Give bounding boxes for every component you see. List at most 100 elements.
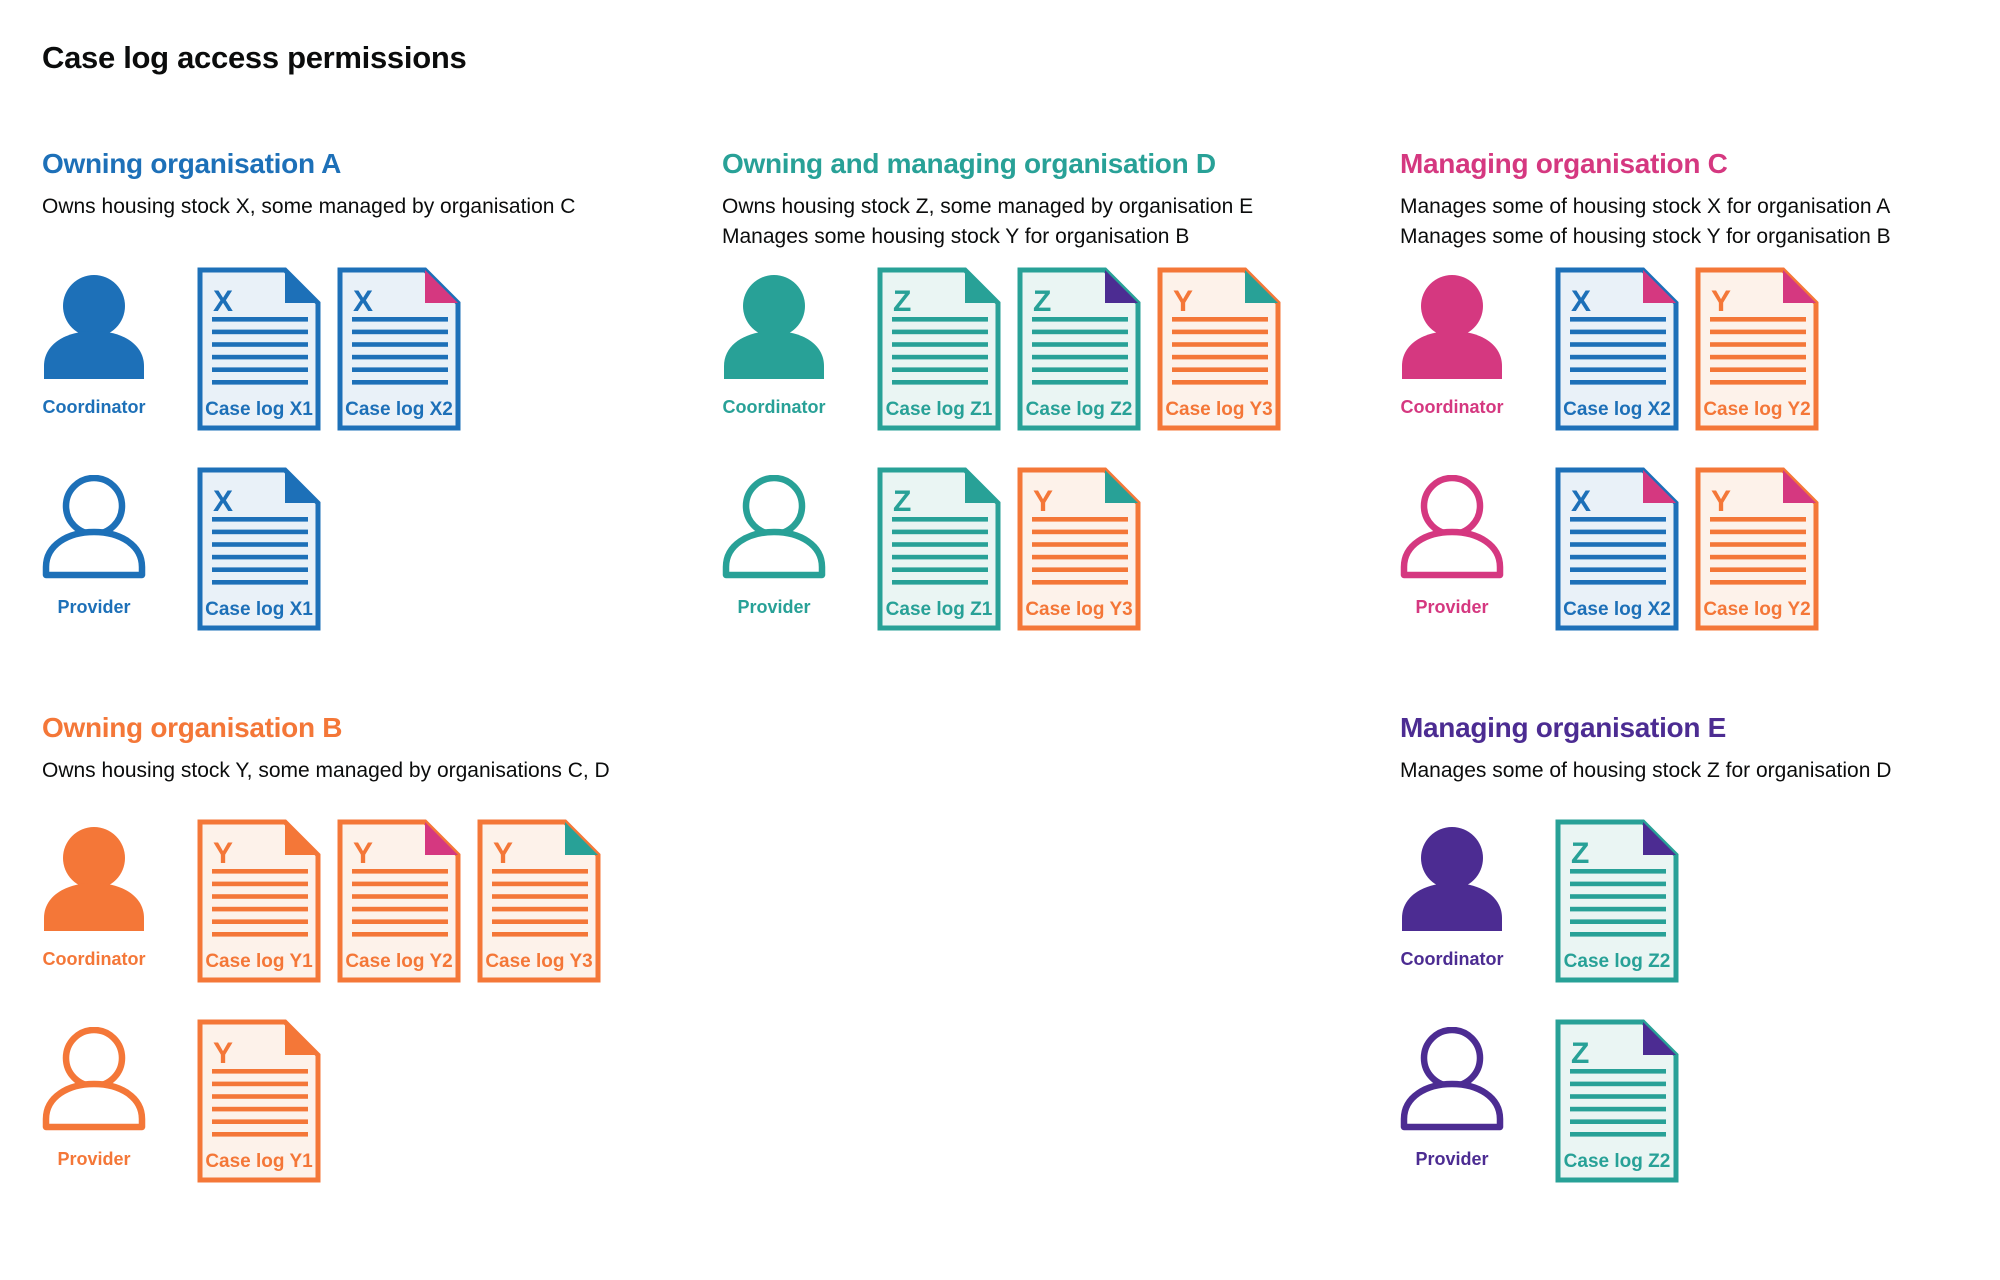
folded-corner-icon xyxy=(1105,270,1138,303)
case-log-document: Z Case log Z2 xyxy=(1555,1019,1679,1183)
doc-letter: Y xyxy=(353,837,373,870)
doc-letter: X xyxy=(353,285,373,318)
role-label: Coordinator xyxy=(1400,949,1504,969)
person-filled-icon xyxy=(1402,827,1502,931)
folded-corner-icon xyxy=(285,822,318,855)
case-log-document: X Case log X1 xyxy=(197,467,321,631)
folded-corner-icon xyxy=(1783,270,1816,303)
document-outline xyxy=(337,819,461,983)
section-owning-organisation-a: Owning organisation A Owns housing stock … xyxy=(42,148,682,648)
folded-corner-icon xyxy=(285,270,318,303)
doc-text-lines xyxy=(1710,317,1806,385)
case-log-document: Y Case log Y3 xyxy=(1017,467,1141,631)
doc-letter: Y xyxy=(1711,485,1731,518)
provider-row: Provider X Case log X1 xyxy=(42,467,682,631)
section-description: Manages some of housing stock X for orga… xyxy=(1400,192,1891,252)
section-description-line: Manages some of housing stock Z for orga… xyxy=(1400,759,1892,782)
section-description-line: Owns housing stock Y, some managed by or… xyxy=(42,759,610,782)
doc-label: Case log Y2 xyxy=(345,951,452,972)
section-description-line: Manages some housing stock Y for organis… xyxy=(722,225,1190,248)
doc-text-lines xyxy=(1570,869,1666,937)
section-description: Manages some of housing stock Z for orga… xyxy=(1400,756,1891,786)
doc-label: Case log Y3 xyxy=(485,951,592,972)
person-outline-icon xyxy=(42,475,146,579)
document-outline xyxy=(1555,267,1679,431)
provider-row: Provider Y Case log Y1 xyxy=(42,1019,682,1183)
case-log-document: Y Case log Y2 xyxy=(1695,467,1819,631)
case-log-document: Y Case log Y3 xyxy=(477,819,601,983)
section-managing-organisation-c: Managing organisation C Manages some of h… xyxy=(1400,148,2000,648)
section-description-line: Owns housing stock X, some managed by or… xyxy=(42,195,576,218)
document-outline xyxy=(1695,267,1819,431)
doc-text-lines xyxy=(1570,1069,1666,1137)
document-outline xyxy=(1695,467,1819,631)
role-label: Coordinator xyxy=(42,949,146,969)
doc-text-lines xyxy=(1710,517,1806,585)
doc-label: Case log X2 xyxy=(345,399,453,420)
role-label: Provider xyxy=(1415,597,1489,617)
doc-text-lines xyxy=(212,517,308,585)
doc-letter: Y xyxy=(1711,285,1731,318)
case-log-document: Y Case log Y1 xyxy=(197,819,321,983)
doc-letter: Z xyxy=(1571,837,1589,870)
coordinator-row: Coordinator X Case log X1 X Case log X2 xyxy=(42,267,682,431)
doc-text-lines xyxy=(212,869,308,937)
role-label: Provider xyxy=(1415,1149,1489,1169)
folded-corner-icon xyxy=(1643,470,1676,503)
doc-text-lines xyxy=(892,317,988,385)
provider-row: Provider Z Case log Z2 xyxy=(1400,1019,2000,1183)
section-heading: Managing organisation E xyxy=(1400,712,1727,743)
person-filled-icon xyxy=(1402,275,1502,379)
section-owning-and-managing-organisation-d: Owning and managing organisation D Owns h… xyxy=(722,148,1362,648)
doc-label: Case log Z2 xyxy=(1564,1151,1671,1172)
document-outline xyxy=(337,267,461,431)
document-outline xyxy=(877,467,1001,631)
person-filled-icon xyxy=(724,275,824,379)
doc-label: Case log Y3 xyxy=(1165,399,1272,420)
doc-text-lines xyxy=(1570,317,1666,385)
case-log-document: Y Case log Y1 xyxy=(197,1019,321,1183)
doc-text-lines xyxy=(212,1069,308,1137)
person-outline-icon xyxy=(1400,475,1504,579)
folded-corner-icon xyxy=(425,822,458,855)
section-heading: Owning organisation B xyxy=(42,712,343,743)
section-description-line: Manages some of housing stock Y for orga… xyxy=(1400,225,1891,248)
doc-letter: Y xyxy=(1033,485,1053,518)
case-log-document: Y Case log Y2 xyxy=(1695,267,1819,431)
doc-label: Case log Y1 xyxy=(205,1151,313,1172)
role-label: Coordinator xyxy=(42,397,146,417)
doc-letter: Y xyxy=(493,837,513,870)
case-log-document: X Case log X2 xyxy=(337,267,461,431)
doc-text-lines xyxy=(212,317,308,385)
folded-corner-icon xyxy=(1643,822,1676,855)
doc-letter: Y xyxy=(213,1037,233,1070)
section-description: Owns housing stock Z, some managed by or… xyxy=(722,192,1253,252)
folded-corner-icon xyxy=(565,822,598,855)
doc-text-lines xyxy=(352,317,448,385)
section-description: Owns housing stock X, some managed by or… xyxy=(42,192,575,222)
person-filled-icon xyxy=(44,275,144,379)
doc-letter: Y xyxy=(1173,285,1193,318)
page-title: Case log access permissions xyxy=(42,40,467,75)
doc-label: Case log Y1 xyxy=(205,951,313,972)
folded-corner-icon xyxy=(1105,470,1138,503)
section-heading: Managing organisation C xyxy=(1400,148,1728,179)
section-owning-organisation-b: Owning organisation B Owns housing stock … xyxy=(42,712,682,1212)
provider-row: Provider Z Case log Z1 Y Case log Y3 xyxy=(722,467,1362,631)
role-label: Provider xyxy=(57,1149,131,1169)
document-outline xyxy=(197,467,321,631)
coordinator-row: Coordinator Z Case log Z1 Z Case log Z2 Y Case… xyxy=(722,267,1362,431)
person-filled-icon xyxy=(44,827,144,931)
case-log-document: Z Case log Z2 xyxy=(1555,819,1679,983)
folded-corner-icon xyxy=(425,270,458,303)
section-description-line: Owns housing stock Z, some managed by or… xyxy=(722,195,1254,218)
folded-corner-icon xyxy=(285,1022,318,1055)
doc-text-lines xyxy=(892,517,988,585)
doc-letter: X xyxy=(213,485,233,518)
section-description: Owns housing stock Y, some managed by or… xyxy=(42,756,610,786)
document-outline xyxy=(197,819,321,983)
document-outline xyxy=(1555,819,1679,983)
doc-letter: X xyxy=(1571,485,1591,518)
section-managing-organisation-e: Managing organisation E Manages some of h… xyxy=(1400,712,2000,1212)
